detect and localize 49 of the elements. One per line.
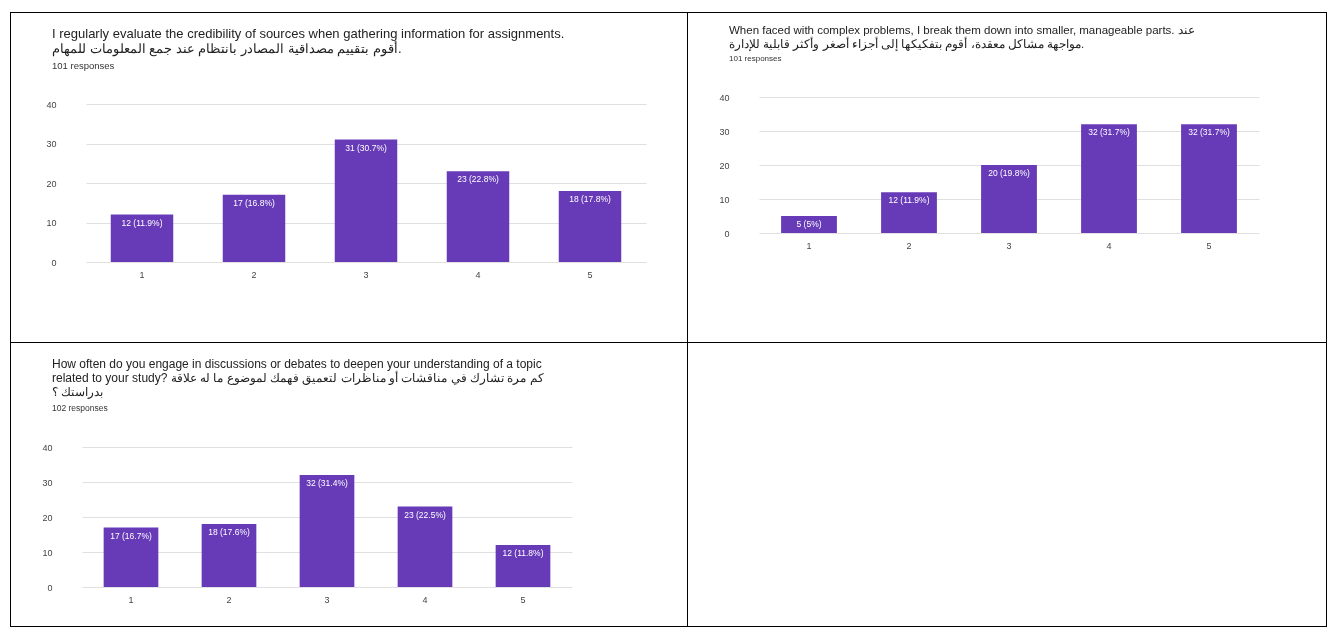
y-tick-label: 20 bbox=[719, 160, 730, 171]
y-tick-label: 40 bbox=[719, 92, 730, 103]
data-label: 17 (16.7%) bbox=[110, 530, 152, 541]
y-tick-label: 0 bbox=[724, 228, 730, 239]
x-tick-label: 2 bbox=[906, 240, 912, 251]
chart-subtitle: 101 responses bbox=[729, 54, 782, 63]
x-tick-label: 3 bbox=[363, 269, 369, 280]
x-tick-label: 4 bbox=[1106, 240, 1112, 251]
x-tick-label: 2 bbox=[251, 269, 257, 280]
data-label: 12 (11.9%) bbox=[888, 195, 930, 206]
x-tick-label: 5 bbox=[520, 594, 526, 605]
x-tick-label: 3 bbox=[324, 594, 330, 605]
x-tick-label: 4 bbox=[475, 269, 481, 280]
y-tick-label: 30 bbox=[46, 139, 57, 149]
y-tick-label: 10 bbox=[719, 194, 730, 205]
chart-title: When faced with complex problems, I break them down into smaller, manageable parts. عند مواجهة مشاكل معقدة، أقوم بتفكيكها إلى أجزاء أصغر وأكثر قابلية للإدارة. bbox=[729, 24, 1195, 52]
x-tick-label: 1 bbox=[806, 240, 812, 251]
x-tick-label: 5 bbox=[587, 269, 593, 280]
x-tick-label: 1 bbox=[128, 594, 134, 605]
y-tick-label: 10 bbox=[46, 218, 57, 228]
y-tick-label: 20 bbox=[46, 178, 57, 189]
y-tick-label: 20 bbox=[42, 512, 53, 523]
data-label: 32 (31.7%) bbox=[1088, 127, 1130, 138]
x-tick-label: 3 bbox=[1006, 240, 1012, 251]
data-label: 31 (30.7%) bbox=[345, 142, 387, 153]
data-label: 23 (22.5%) bbox=[404, 509, 446, 520]
x-tick-label: 2 bbox=[226, 594, 232, 605]
x-tick-label: 5 bbox=[1206, 240, 1212, 251]
data-label: 12 (11.9%) bbox=[121, 217, 163, 228]
y-tick-label: 0 bbox=[47, 582, 53, 593]
data-label: 12 (11.8%) bbox=[502, 548, 544, 558]
data-label: 18 (17.6%) bbox=[208, 527, 250, 537]
data-label: 17 (16.8%) bbox=[233, 197, 275, 208]
chart-subtitle: 102 responses bbox=[52, 402, 108, 413]
y-tick-label: 0 bbox=[51, 257, 57, 268]
x-tick-label: 4 bbox=[422, 594, 428, 605]
data-label: 5 (5%) bbox=[796, 219, 822, 229]
data-label: 18 (17.8%) bbox=[569, 193, 611, 204]
y-tick-label: 10 bbox=[42, 547, 53, 558]
chart-subtitle: 101 responses bbox=[52, 59, 115, 71]
data-label: 23 (22.8%) bbox=[457, 174, 499, 185]
data-label: 32 (31.4%) bbox=[306, 478, 348, 488]
data-label: 32 (31.7%) bbox=[1188, 127, 1230, 138]
y-tick-label: 40 bbox=[46, 99, 57, 110]
y-tick-label: 30 bbox=[719, 126, 730, 137]
y-tick-label: 40 bbox=[42, 442, 53, 453]
x-tick-label: 1 bbox=[139, 269, 145, 280]
y-tick-label: 30 bbox=[42, 477, 53, 488]
data-label: 20 (19.8%) bbox=[988, 168, 1030, 178]
